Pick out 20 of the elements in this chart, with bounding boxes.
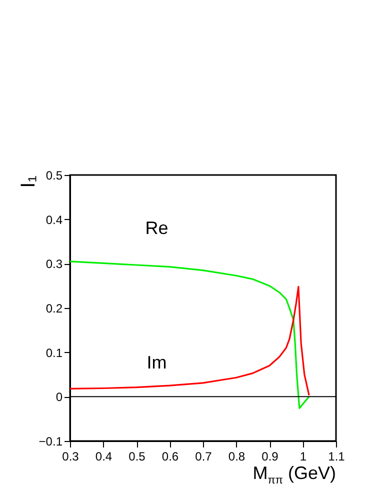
series-label: Im <box>146 352 167 373</box>
x-tick-label: 1.1 <box>328 450 346 464</box>
y-tick-label: −0.1 <box>38 434 63 448</box>
y-tick-label: 0 <box>56 390 63 404</box>
x-axis-title: M$_{ππ}$ (GeV) <box>252 463 336 487</box>
y-tick-label: 0.4 <box>46 212 63 227</box>
x-tick-label: 0.7 <box>195 450 212 464</box>
y-axis-title: I₁ <box>18 175 40 188</box>
x-tick-label: 1 <box>300 450 307 464</box>
x-tick-label: 0.6 <box>162 450 179 464</box>
x-tick-label: 0.8 <box>228 450 246 464</box>
x-tick-label: 0.5 <box>128 450 146 464</box>
series-label: Re <box>145 218 168 238</box>
y-tick-label: 0.1 <box>46 346 63 360</box>
x-tick-label: 0.3 <box>62 450 80 464</box>
x-tick-label: 0.9 <box>262 450 279 464</box>
y-tick-label: 0.2 <box>46 302 63 316</box>
y-tick-label: 0.5 <box>46 168 63 182</box>
y-tick-label: 0.3 <box>46 257 63 272</box>
x-tick-label: 0.4 <box>95 450 112 464</box>
